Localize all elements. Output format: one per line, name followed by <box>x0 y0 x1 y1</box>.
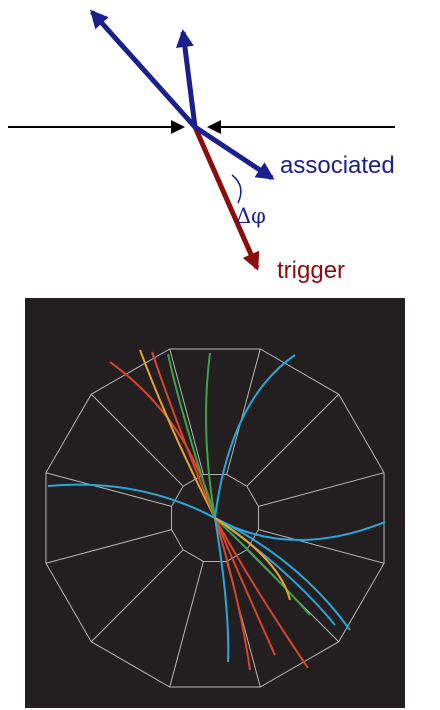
diagram: associated Δφ trigger <box>0 0 440 710</box>
delta-phi-label: Δφ <box>236 204 266 228</box>
event-display-background <box>25 298 405 708</box>
trigger-label: trigger <box>277 257 345 284</box>
associated-label: associated <box>280 152 395 179</box>
associated-arrow <box>92 12 195 127</box>
page: associated Δφ trigger (() => { const dat… <box>0 0 440 710</box>
angle-arc <box>232 175 241 203</box>
